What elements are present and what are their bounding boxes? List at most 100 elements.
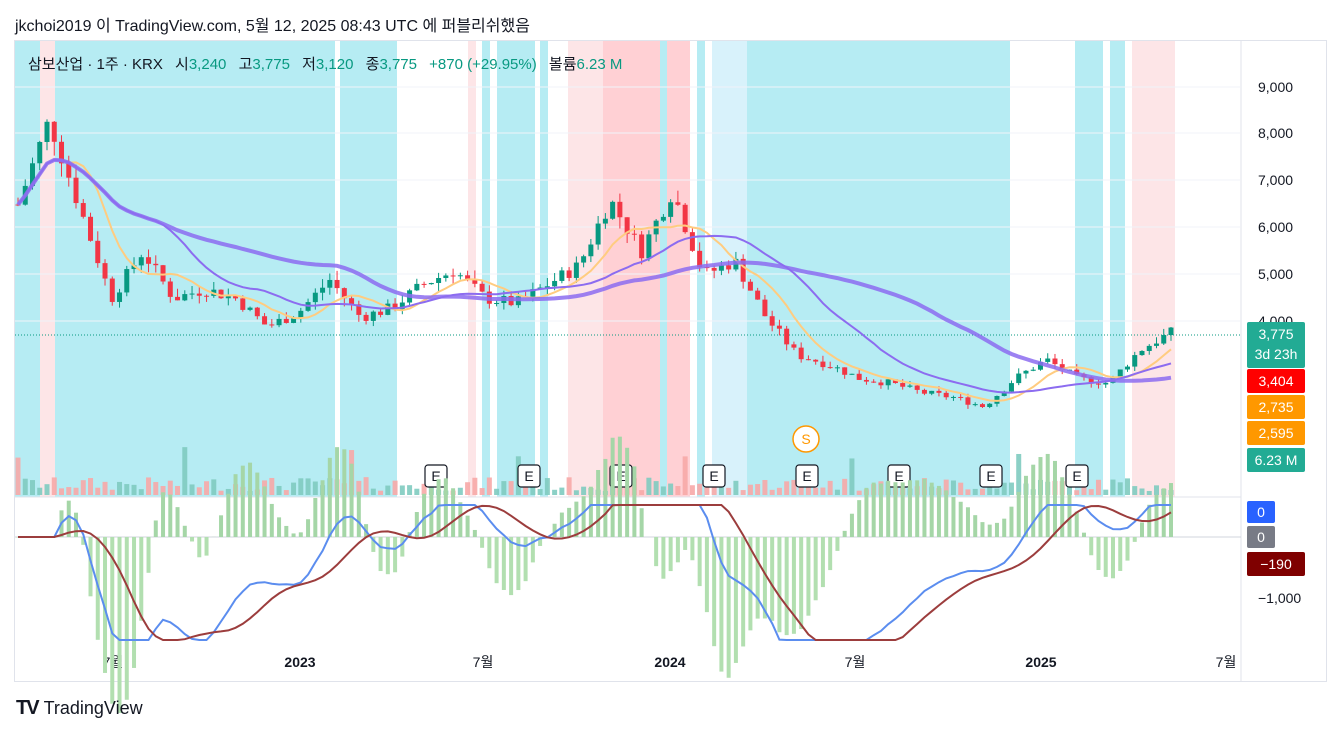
volume-bar — [414, 488, 420, 495]
candle-body — [581, 256, 587, 263]
macd-histogram-bar — [378, 537, 383, 572]
volume-bar — [421, 483, 427, 495]
candle-body — [1052, 358, 1058, 365]
background-band-4 — [468, 41, 476, 497]
volume-bar — [189, 484, 195, 495]
candle-body — [668, 202, 674, 217]
volume-bar — [196, 487, 202, 495]
macd-histogram-bar — [741, 537, 746, 647]
macd-histogram-bar — [204, 537, 209, 556]
macd-histogram-bar — [124, 537, 129, 700]
volume-bar — [1088, 489, 1094, 495]
candle-body — [233, 295, 239, 299]
background-band-15 — [1075, 41, 1103, 497]
volume-bar — [124, 484, 130, 495]
volume-bar — [523, 485, 529, 495]
macd-red-tag: −190 — [1247, 552, 1305, 576]
candle-body — [298, 310, 304, 319]
y-tick-label: 5,000 — [1258, 266, 1293, 282]
volume-bar — [51, 477, 57, 495]
volume-bar — [784, 481, 790, 495]
candle-body — [291, 318, 297, 323]
earnings-marker-label: E — [1072, 468, 1081, 484]
macd-histogram-bar — [813, 537, 818, 601]
macd-histogram-bar — [835, 537, 840, 551]
macd-histogram-bar — [922, 478, 927, 537]
macd-histogram-bar — [944, 490, 949, 537]
candle-body — [312, 292, 318, 303]
volume-bar — [385, 485, 391, 495]
candle-body — [44, 121, 50, 142]
macd-histogram-bar — [168, 494, 173, 537]
volume-bar — [791, 479, 797, 495]
volume-bar — [552, 489, 558, 495]
candle-body — [66, 163, 72, 178]
candle-body — [30, 163, 36, 186]
volume-bar — [682, 456, 688, 495]
macd-histogram-bar — [1081, 532, 1086, 537]
macd-histogram-bar — [842, 530, 847, 537]
volume-bar — [530, 483, 536, 495]
volume-bar — [769, 489, 775, 495]
volume-bar — [66, 487, 72, 495]
macd-histogram-bar — [726, 537, 731, 678]
volume-bar — [15, 457, 21, 495]
earnings-marker-icon — [424, 464, 448, 488]
change-value: +870 (+29.95%) — [429, 56, 537, 73]
macd-histogram-bar — [458, 502, 463, 537]
candle-body — [805, 359, 811, 361]
macd-histogram-bar — [806, 537, 811, 616]
macd-histogram-bar — [320, 480, 325, 537]
y-tick-label: 8,000 — [1258, 125, 1293, 141]
volume-bar — [755, 484, 761, 495]
candle-body — [436, 278, 442, 284]
ma-orange-tag-2: 2,595 — [1247, 421, 1305, 445]
volume-bar — [544, 478, 550, 495]
volume-bar — [44, 484, 50, 495]
candle-body — [167, 281, 173, 297]
volume-bar — [269, 477, 275, 495]
candle-body — [791, 344, 797, 348]
candle-body — [1161, 335, 1167, 344]
candle-body — [59, 141, 65, 164]
macd-histogram-bar — [1060, 477, 1065, 537]
volume-bar — [298, 478, 304, 495]
macd-histogram-bar — [1067, 494, 1072, 537]
macd-histogram-bar — [849, 513, 854, 537]
candle-body — [1088, 377, 1094, 384]
candle-body — [617, 201, 623, 218]
macd-histogram-bar — [436, 479, 441, 537]
volume-bar — [291, 482, 297, 495]
candle-body — [965, 397, 971, 405]
x-tick-label: 7월 — [845, 654, 866, 670]
macd-histogram-bar — [226, 493, 231, 537]
volume-bar — [987, 484, 993, 495]
macd-histogram-bar — [494, 537, 499, 584]
macd-histogram-bar — [74, 512, 79, 537]
candle-body — [240, 298, 246, 310]
macd-histogram-bar — [117, 537, 122, 713]
volume-bar — [653, 481, 659, 495]
volume-bar — [834, 489, 840, 495]
countdown-value: 3d 23h — [1254, 346, 1298, 362]
candle-body — [885, 379, 891, 386]
candle-body — [15, 204, 21, 206]
macd-histogram-bar — [66, 500, 71, 537]
candle-body — [726, 265, 732, 270]
macd-histogram-bar — [1052, 460, 1057, 537]
candle-body — [914, 385, 920, 390]
volume-bar — [363, 477, 369, 495]
macd-histogram-bar — [103, 537, 108, 673]
background-band-7 — [540, 41, 548, 497]
macd-histogram-bar — [1169, 483, 1173, 537]
volume-bar — [88, 478, 94, 495]
macd-histogram-bar — [306, 519, 311, 537]
candle-body — [602, 218, 608, 224]
candle-body — [610, 201, 616, 219]
macd-histogram-bar — [327, 457, 332, 537]
macd-histogram-bar — [1009, 506, 1014, 537]
split-marker-label: S — [801, 431, 810, 447]
volume-bar — [950, 480, 956, 495]
macd-histogram-bar — [777, 537, 782, 633]
